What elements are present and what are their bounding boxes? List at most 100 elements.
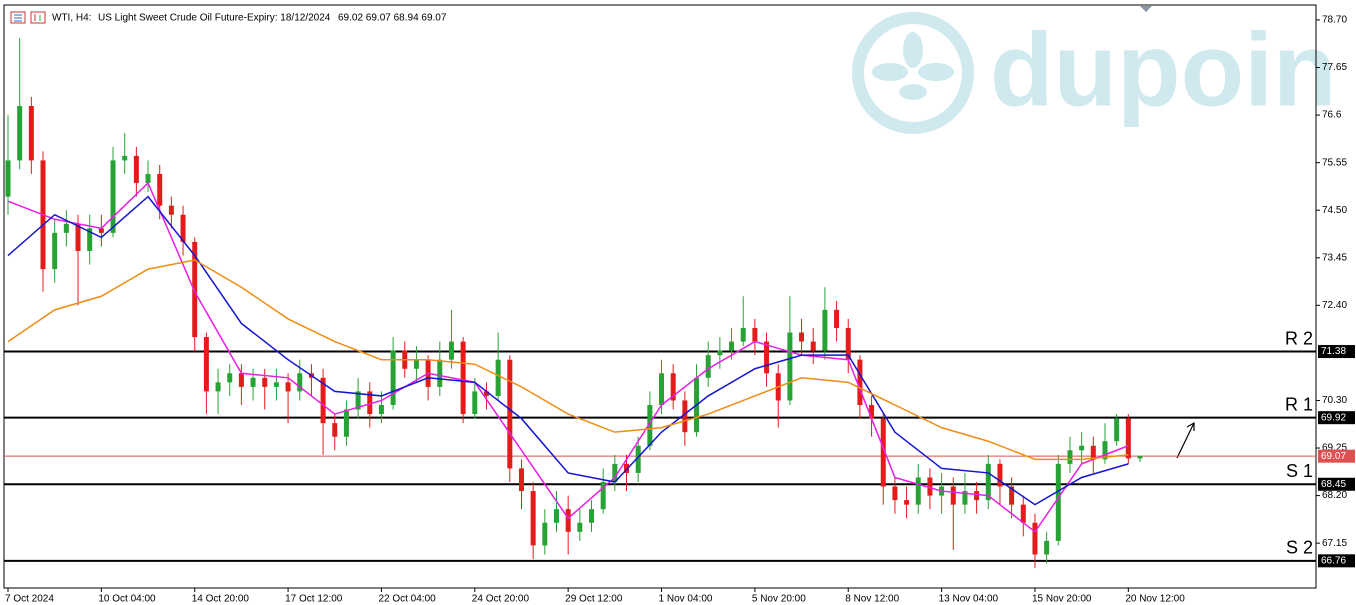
- candle-body: [810, 341, 816, 351]
- candle-body: [670, 373, 676, 401]
- shift-marker: [1140, 6, 1152, 12]
- level-label: 68.45: [1321, 479, 1346, 490]
- candle-body: [332, 423, 338, 437]
- candle-body: [145, 173, 151, 184]
- x-tick-label: 14 Oct 20:00: [192, 594, 250, 605]
- candle-body: [17, 106, 23, 161]
- header-icons: [10, 11, 46, 24]
- x-tick-label: 20 Nov 12:00: [1125, 594, 1185, 605]
- level-name: S 2: [1286, 538, 1313, 558]
- header-ohlc: 69.02 69.07 68.94 69.07: [338, 13, 447, 24]
- x-tick-label: 13 Nov 04:00: [939, 594, 999, 605]
- candle-body: [845, 327, 851, 360]
- x-tick-label: 24 Oct 20:00: [472, 594, 530, 605]
- y-tick-label: 69.25: [1322, 443, 1347, 454]
- candle-body: [565, 509, 571, 532]
- candle-body: [1114, 418, 1120, 442]
- x-tick-label: 22 Oct 04:00: [378, 594, 436, 605]
- level-label: 69.92: [1321, 412, 1346, 423]
- watermark-logo: [852, 12, 974, 134]
- candle-body: [52, 232, 58, 270]
- candle-body: [180, 214, 186, 242]
- candle-body: [273, 382, 279, 387]
- candle-body: [600, 482, 606, 510]
- candle-body: [950, 486, 956, 505]
- level-label: 69.07: [1321, 451, 1346, 462]
- candle-body: [764, 341, 770, 374]
- candle-body: [553, 509, 559, 523]
- candle-body: [752, 327, 758, 342]
- x-tick-label: 15 Nov 20:00: [1032, 594, 1092, 605]
- candle-body: [974, 491, 980, 501]
- level-name: R 2: [1285, 328, 1313, 348]
- y-tick-label: 68.20: [1322, 490, 1347, 501]
- candle-body: [495, 359, 501, 396]
- level-label: 66.76: [1321, 555, 1346, 566]
- candle-body: [729, 341, 735, 351]
- candle-body: [390, 350, 396, 405]
- candle-body: [448, 341, 454, 360]
- candle-body: [589, 509, 594, 523]
- watermark: dupoin: [990, 12, 1337, 128]
- x-tick-label: 7 Oct 2024: [5, 594, 54, 605]
- watermark-leaves: [872, 32, 954, 100]
- candle-body: [997, 463, 1003, 487]
- level-box: [1318, 477, 1355, 491]
- candle-body: [624, 463, 630, 473]
- candle-body: [343, 409, 349, 437]
- y-tick-label: 77.65: [1322, 62, 1347, 73]
- level-box: [1318, 345, 1355, 359]
- header-symbol: WTI, H4:: [52, 13, 91, 24]
- candle-body: [705, 355, 711, 378]
- level-box: [1318, 449, 1355, 463]
- level-label: 71.38: [1321, 346, 1346, 357]
- x-tick-label: 17 Oct 12:00: [285, 594, 343, 605]
- header-description: US Light Sweet Crude Oil Future-Expiry: …: [98, 13, 331, 24]
- candle-body: [857, 359, 863, 405]
- candle-body: [1079, 445, 1085, 451]
- candle-body: [28, 106, 34, 161]
- annotation-arrow: [1176, 421, 1195, 459]
- y-tick-label: 73.45: [1322, 252, 1347, 263]
- candle-body: [880, 418, 886, 487]
- candle-body: [1102, 441, 1108, 460]
- candle-body: [682, 400, 688, 433]
- candle-body: [507, 359, 513, 469]
- candle-body: [227, 373, 233, 383]
- candle-body: [904, 500, 910, 505]
- candle-body: [238, 373, 244, 387]
- y-tick-label: 78.70: [1322, 15, 1347, 26]
- candle-body: [203, 337, 209, 392]
- y-tick-label: 70.30: [1322, 395, 1347, 406]
- candle-body: [215, 382, 221, 392]
- candle-body: [192, 241, 198, 338]
- candle-body: [1044, 540, 1050, 555]
- candle-body: [1009, 486, 1015, 505]
- x-tick-label: 1 Nov 04:00: [659, 594, 713, 605]
- x-tick-label: 5 Nov 20:00: [752, 594, 806, 605]
- candle-body: [5, 160, 11, 197]
- candle-body: [1020, 504, 1026, 523]
- level-name: R 1: [1285, 394, 1313, 414]
- candle-body: [577, 522, 583, 532]
- candle-body: [869, 404, 875, 419]
- candle-body: [483, 391, 489, 396]
- candle-body: [122, 155, 128, 161]
- candle-body: [612, 463, 618, 482]
- candle-body: [892, 486, 898, 501]
- icon-chart[interactable]: [30, 11, 46, 24]
- candle-body: [262, 377, 268, 387]
- candle-body: [285, 382, 291, 392]
- y-tick-label: 74.50: [1322, 205, 1347, 216]
- candle-body: [1032, 522, 1038, 555]
- candle-body: [530, 491, 536, 546]
- candle-body: [250, 377, 256, 387]
- candle-body: [460, 341, 466, 415]
- candle-body: [518, 468, 524, 492]
- candle-body: [413, 359, 419, 369]
- candle-body: [834, 309, 840, 328]
- level-name: S 1: [1286, 461, 1313, 481]
- x-tick-label: 8 Nov 12:00: [845, 594, 899, 605]
